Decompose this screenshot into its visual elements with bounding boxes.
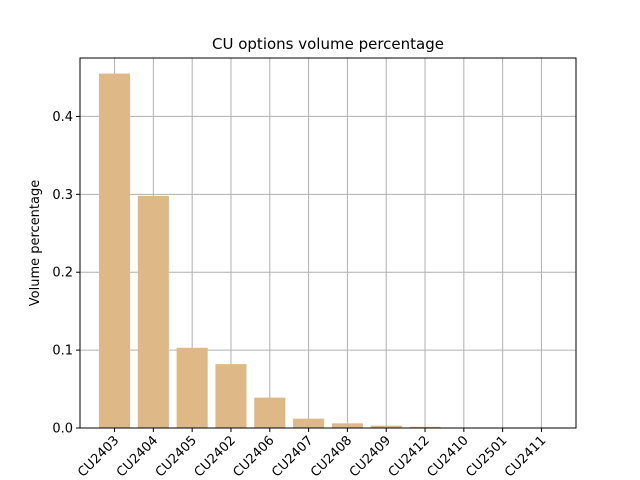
x-tick-label: CU2402 (192, 433, 239, 480)
y-axis-label: Volume percentage (28, 180, 43, 307)
x-tick-label: CU2407 (269, 433, 316, 480)
x-tick-label: CU2404 (114, 433, 161, 480)
bars (99, 73, 557, 428)
y-tick-label: 0.4 (52, 110, 73, 125)
x-tick-label: CU2412 (386, 433, 433, 480)
bar (215, 364, 247, 428)
x-tick-label: CU2408 (308, 433, 355, 480)
bar (293, 418, 325, 428)
y-tick-label: 0.0 (52, 422, 73, 437)
x-tick-label: CU2411 (502, 433, 549, 480)
x-tick-label: CU2405 (153, 433, 200, 480)
y-tick-label: 0.3 (52, 188, 73, 203)
plot-frame (79, 57, 577, 429)
bar (409, 426, 441, 428)
bar (331, 423, 363, 428)
y-axis-ticks: 0.0 0.1 0.2 0.3 0.4 (52, 110, 80, 437)
chart-title: CU options volume percentage (212, 35, 444, 53)
x-tick-label: CU2403 (75, 433, 122, 480)
bar (99, 73, 131, 428)
bar (176, 347, 208, 428)
x-tick-label: CU2501 (463, 433, 510, 480)
x-tick-label: CU2406 (230, 433, 277, 480)
y-tick-label: 0.2 (52, 266, 73, 281)
y-tick-label: 0.1 (52, 344, 73, 359)
x-axis-ticks: CU2403CU2404CU2405CU2402CU2406CU2407CU24… (75, 428, 549, 480)
bar (254, 397, 286, 428)
x-tick-label: CU2410 (425, 433, 472, 480)
bar (370, 425, 402, 428)
x-tick-label: CU2409 (347, 433, 394, 480)
bar (137, 195, 169, 428)
